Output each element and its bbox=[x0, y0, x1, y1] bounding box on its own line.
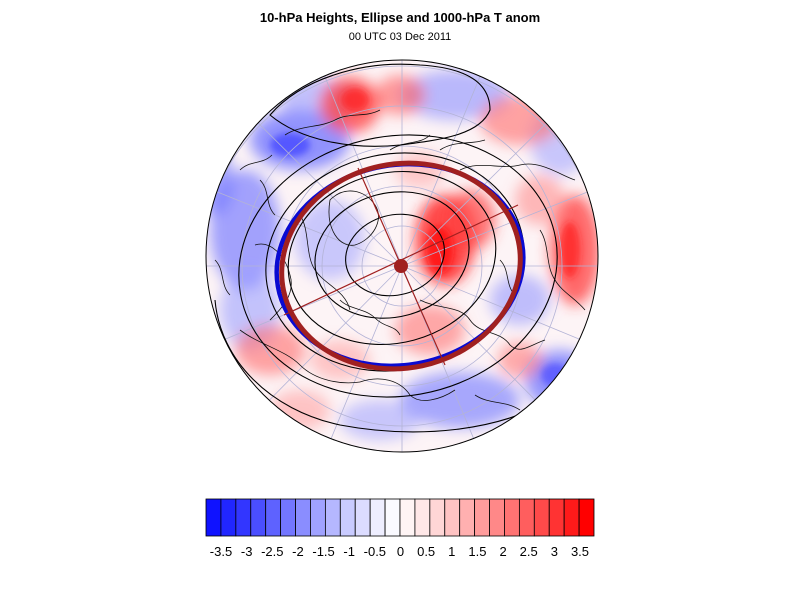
colorbar-tick-label: 2.5 bbox=[520, 544, 538, 559]
colorbar-tick-label: 1.5 bbox=[468, 544, 486, 559]
colorbar-swatch bbox=[518, 498, 535, 537]
colorbar-swatch bbox=[474, 498, 490, 537]
colorbar-swatch bbox=[250, 498, 267, 537]
polar-map bbox=[206, 60, 598, 452]
colorbar-tick-label: -3 bbox=[241, 544, 253, 559]
colorbar-swatch bbox=[310, 498, 326, 537]
colorbar-swatch bbox=[369, 498, 386, 537]
colorbar-swatch bbox=[578, 498, 595, 537]
colorbar-swatch bbox=[235, 498, 252, 537]
colorbar-tick-label: 0 bbox=[397, 544, 404, 559]
colorbar-tick-label: 1 bbox=[448, 544, 455, 559]
colorbar-tick-label: -2.5 bbox=[261, 544, 283, 559]
colorbar-swatch bbox=[444, 498, 461, 537]
colorbar-swatch bbox=[414, 498, 431, 537]
colorbar-tick-label: -1.5 bbox=[312, 544, 334, 559]
colorbar-tick-label: 3.5 bbox=[571, 544, 589, 559]
globe-outline bbox=[205, 59, 599, 453]
colorbar-swatch bbox=[220, 498, 237, 537]
colorbar-swatch bbox=[399, 498, 416, 537]
colorbar-swatch bbox=[354, 498, 371, 537]
colorbar-swatch bbox=[384, 498, 401, 537]
colorbar-swatch bbox=[548, 498, 565, 537]
colorbar-swatch bbox=[459, 498, 476, 537]
colorbar-swatch bbox=[563, 498, 580, 537]
colorbar-tick-label: 2 bbox=[499, 544, 506, 559]
colorbar-tick-label: -0.5 bbox=[364, 544, 386, 559]
colorbar-swatch bbox=[489, 498, 505, 537]
colorbar-tick-label: 0.5 bbox=[417, 544, 435, 559]
red-ellipse bbox=[279, 160, 523, 372]
map-title: 10-hPa Heights, Ellipse and 1000-hPa T a… bbox=[259, 10, 541, 25]
colorbar-swatch bbox=[205, 498, 222, 537]
colorbar-tick-label: -2 bbox=[292, 544, 304, 559]
colorbar: -3.5 -3 -2.5 -2 -1.5 -1 -0.5 0 0.5 1 1.5 2 2.5 3 3.5 bbox=[205, 498, 595, 559]
colorbar-swatch bbox=[265, 498, 282, 537]
colorbar-swatch bbox=[504, 498, 520, 537]
colorbar-swatch bbox=[295, 498, 311, 537]
ellipse-center-dot bbox=[394, 259, 408, 273]
colorbar-swatch bbox=[280, 498, 296, 537]
colorbar-swatch bbox=[324, 498, 341, 537]
colorbar-tick-label: -3.5 bbox=[210, 544, 232, 559]
colorbar-tick-label: -1 bbox=[343, 544, 355, 559]
colorbar-swatch bbox=[533, 498, 550, 537]
colorbar-swatch bbox=[429, 498, 446, 537]
map-subtitle: 00 UTC 03 Dec 2011 bbox=[348, 31, 452, 43]
colorbar-swatch bbox=[339, 498, 356, 537]
colorbar-tick-label: 3 bbox=[551, 544, 558, 559]
